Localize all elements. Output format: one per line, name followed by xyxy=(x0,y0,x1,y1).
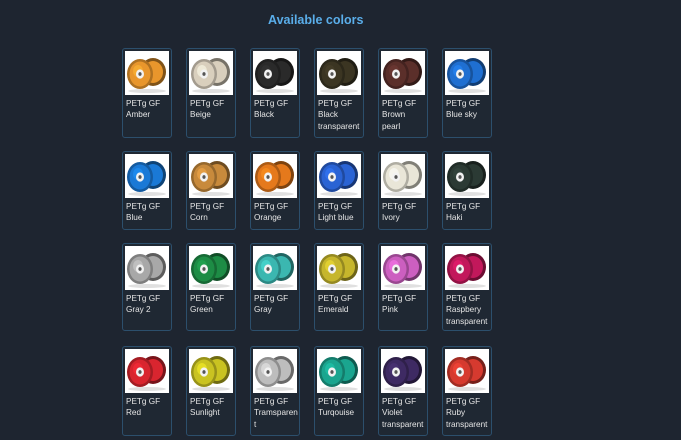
filament-spool-icon xyxy=(383,253,422,288)
section-title: Available colors xyxy=(268,13,364,27)
spool-thumbnail xyxy=(253,246,297,290)
filament-spool-icon xyxy=(127,161,166,196)
spool-thumbnail xyxy=(189,154,233,198)
spool-thumbnail xyxy=(253,154,297,198)
color-label: PETg GF Red xyxy=(126,397,161,418)
color-card[interactable]: PETg GF Gray 2 xyxy=(122,243,172,331)
filament-spool-icon xyxy=(383,161,422,196)
spool-thumbnail xyxy=(445,349,489,393)
color-card[interactable]: PETg GF Black transparent xyxy=(314,48,364,138)
filament-spool-icon xyxy=(255,161,294,196)
color-label: PETg GF Turqouise xyxy=(318,397,355,418)
color-label: PETg GF Black transparent xyxy=(318,99,360,131)
spool-thumbnail xyxy=(253,51,297,95)
color-label: PETg GF Black xyxy=(254,99,289,120)
color-card[interactable]: PETg GF Blue xyxy=(122,151,172,230)
color-card[interactable]: PETg GF Haki xyxy=(442,151,492,230)
spool-thumbnail xyxy=(189,51,233,95)
color-label: PETg GF Brown pearl xyxy=(382,99,417,131)
filament-spool-icon xyxy=(319,253,358,288)
color-card[interactable]: PETg GF Red xyxy=(122,346,172,436)
color-card[interactable]: PETg GF Green xyxy=(186,243,236,331)
color-label: PETg GF Green xyxy=(190,294,225,315)
spool-thumbnail xyxy=(381,246,425,290)
spool-thumbnail xyxy=(317,154,361,198)
color-label: PETg GF Beige xyxy=(190,99,225,120)
color-card[interactable]: PETg GF Corn xyxy=(186,151,236,230)
color-card[interactable]: PETg GF Beige xyxy=(186,48,236,138)
color-label: PETg GF Gray xyxy=(254,294,289,315)
color-label: PETg GF Pink xyxy=(382,294,417,315)
color-card[interactable]: PETg GF Light blue xyxy=(314,151,364,230)
filament-spool-icon xyxy=(127,356,166,391)
filament-spool-icon xyxy=(127,58,166,93)
spool-thumbnail xyxy=(317,246,361,290)
filament-spool-icon xyxy=(447,253,486,288)
color-label: PETg GF Haki xyxy=(446,202,481,223)
spool-thumbnail xyxy=(317,349,361,393)
color-card[interactable]: PETg GF Black xyxy=(250,48,300,138)
color-card[interactable]: PETg GF Emerald xyxy=(314,243,364,331)
spool-thumbnail xyxy=(253,349,297,393)
color-card[interactable]: PETg GF Blue sky xyxy=(442,48,492,138)
spool-thumbnail xyxy=(381,154,425,198)
color-label: PETg GF Blue sky xyxy=(446,99,481,120)
color-label: PETg GF Blue xyxy=(126,202,161,223)
spool-thumbnail xyxy=(445,246,489,290)
spool-thumbnail xyxy=(189,246,233,290)
color-card[interactable]: PETg GF Turqouise xyxy=(314,346,364,436)
color-label: PETg GF Gray 2 xyxy=(126,294,161,315)
spool-thumbnail xyxy=(445,154,489,198)
color-card[interactable]: PETg GF Raspbery transparent xyxy=(442,243,492,331)
color-label: PETg GF Amber xyxy=(126,99,161,120)
color-card[interactable]: PETg GF Amber xyxy=(122,48,172,138)
color-label: PETg GF Corn xyxy=(190,202,225,223)
filament-spool-icon xyxy=(191,161,230,196)
spool-thumbnail xyxy=(189,349,233,393)
spool-thumbnail xyxy=(381,51,425,95)
filament-spool-icon xyxy=(319,356,358,391)
filament-spool-icon xyxy=(255,356,294,391)
filament-spool-icon xyxy=(191,356,230,391)
filament-spool-icon xyxy=(383,58,422,93)
color-label: PETg GF Raspbery transparent xyxy=(446,294,488,326)
color-card[interactable]: PETg GF Gray xyxy=(250,243,300,331)
spool-thumbnail xyxy=(381,349,425,393)
color-card[interactable]: PETg GF Tramsparen t xyxy=(250,346,300,436)
color-card[interactable]: PETg GF Sunlight xyxy=(186,346,236,436)
color-label: PETg GF Violet transparent xyxy=(382,397,424,429)
filament-spool-icon xyxy=(191,253,230,288)
filament-spool-icon xyxy=(447,58,486,93)
color-label: PETg GF Tramsparen t xyxy=(254,397,298,429)
spool-thumbnail xyxy=(445,51,489,95)
filament-spool-icon xyxy=(127,253,166,288)
color-label: PETg GF Ruby transparent xyxy=(446,397,488,429)
color-card[interactable]: PETg GF Violet transparent xyxy=(378,346,428,436)
color-label: PETg GF Sunlight xyxy=(190,397,225,418)
filament-spool-icon xyxy=(319,58,358,93)
filament-spool-icon xyxy=(191,58,230,93)
color-label: PETg GF Orange xyxy=(254,202,289,223)
color-label: PETg GF Light blue xyxy=(318,202,354,223)
color-card[interactable]: PETg GF Ivory xyxy=(378,151,428,230)
color-card[interactable]: PETg GF Ruby transparent xyxy=(442,346,492,436)
filament-spool-icon xyxy=(255,58,294,93)
filament-spool-icon xyxy=(255,253,294,288)
color-card[interactable]: PETg GF Pink xyxy=(378,243,428,331)
spool-thumbnail xyxy=(125,51,169,95)
filament-spool-icon xyxy=(319,161,358,196)
spool-thumbnail xyxy=(125,349,169,393)
filament-spool-icon xyxy=(447,356,486,391)
color-label: PETg GF Ivory xyxy=(382,202,417,223)
color-card[interactable]: PETg GF Brown pearl xyxy=(378,48,428,138)
spool-thumbnail xyxy=(317,51,361,95)
filament-spool-icon xyxy=(383,356,422,391)
color-label: PETg GF Emerald xyxy=(318,294,353,315)
spool-thumbnail xyxy=(125,246,169,290)
color-card[interactable]: PETg GF Orange xyxy=(250,151,300,230)
spool-thumbnail xyxy=(125,154,169,198)
filament-spool-icon xyxy=(447,161,486,196)
